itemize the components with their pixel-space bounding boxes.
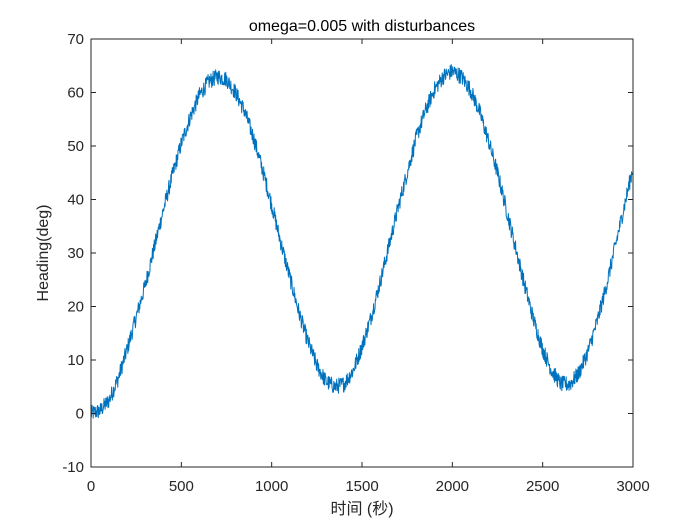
y-tick-label: -10 <box>62 459 84 476</box>
tick-layer: 0 500 1000 1500 2000 2500 3000-100102030405060… <box>62 31 649 495</box>
plot-background <box>91 39 633 467</box>
x-tick-label: 0 <box>87 478 95 495</box>
y-tick-label: 30 <box>67 245 84 262</box>
chart-title: omega=0.005 with disturbances <box>249 18 475 35</box>
y-tick-label: 70 <box>67 31 84 48</box>
y-tick-label: 40 <box>67 192 84 209</box>
y-tick-label: 60 <box>67 85 84 102</box>
x-tick-label: 2000 <box>436 478 469 495</box>
series-layer <box>90 64 634 419</box>
x-tick-label: 2500 <box>526 478 559 495</box>
x-tick-label: 500 <box>169 478 194 495</box>
y-axis-title: Heading(deg) <box>35 205 52 302</box>
x-tick-label: 1000 <box>255 478 288 495</box>
y-tick-label: 10 <box>67 352 84 369</box>
y-tick-label: 20 <box>67 299 84 316</box>
heading-series-line <box>90 64 634 419</box>
y-tick-label: 50 <box>67 138 84 155</box>
x-tick-label: 1500 <box>345 478 378 495</box>
x-tick-label: 3000 <box>616 478 649 495</box>
y-tick-label: 0 <box>76 406 84 423</box>
x-axis-title: 时间 (秒) <box>330 500 393 518</box>
